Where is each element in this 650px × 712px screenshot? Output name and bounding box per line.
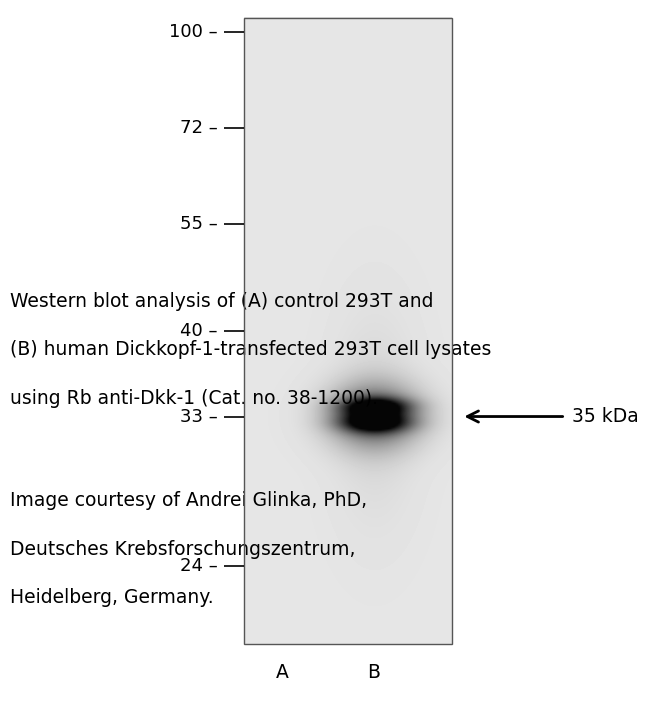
Text: A: A (276, 664, 289, 682)
Text: 24 –: 24 – (180, 557, 218, 575)
Text: using Rb anti-Dkk-1 (Cat. no. 38-1200).: using Rb anti-Dkk-1 (Cat. no. 38-1200). (10, 389, 378, 408)
Text: Heidelberg, Germany.: Heidelberg, Germany. (10, 588, 213, 607)
Text: Deutsches Krebsforschungszentrum,: Deutsches Krebsforschungszentrum, (10, 540, 356, 559)
Text: 33 –: 33 – (180, 407, 218, 426)
Bar (244, 18, 452, 644)
Text: 35 kDa: 35 kDa (572, 407, 639, 426)
Text: 100 –: 100 – (169, 23, 218, 41)
Text: B: B (367, 664, 380, 682)
Text: Western blot analysis of (A) control 293T and: Western blot analysis of (A) control 293… (10, 292, 434, 311)
Text: 72 –: 72 – (180, 119, 218, 137)
Text: (B) human Dickkopf-1-transfected 293T cell lysates: (B) human Dickkopf-1-transfected 293T ce… (10, 340, 491, 360)
Text: 40 –: 40 – (180, 322, 218, 340)
Text: 55 –: 55 – (180, 215, 218, 234)
Text: Image courtesy of Andrei Glinka, PhD,: Image courtesy of Andrei Glinka, PhD, (10, 491, 367, 511)
